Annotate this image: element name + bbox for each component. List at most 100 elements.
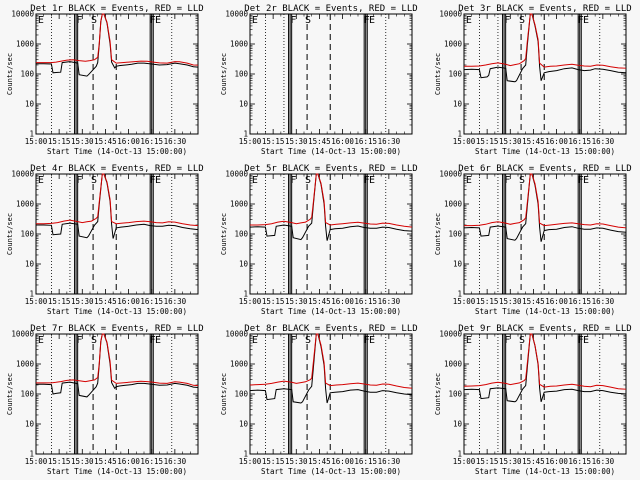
panel-det-6r: Det 6r BLACK = Events, RED = LLD Counts/s… bbox=[434, 164, 632, 316]
marker-label: S bbox=[519, 175, 525, 186]
y-tick-label: 10 bbox=[239, 420, 249, 429]
x-tick-label: 16:15 bbox=[568, 457, 591, 466]
y-tick-label: 1000 bbox=[444, 40, 463, 49]
marker-label: E bbox=[583, 335, 589, 346]
x-tick-label: 15:15 bbox=[476, 457, 499, 466]
events-series-line bbox=[36, 174, 198, 239]
x-tick-label: 16:00 bbox=[545, 457, 568, 466]
events-series-line bbox=[250, 334, 412, 403]
x-tick-label: 15:45 bbox=[522, 297, 545, 306]
y-tick-label: 10000 bbox=[225, 10, 248, 19]
chart-title: Det 2r BLACK = Events, RED = LLD bbox=[244, 4, 417, 14]
events-series-line bbox=[464, 174, 626, 242]
y-tick-label: 10000 bbox=[439, 330, 462, 339]
y-axis-label: Counts/sec bbox=[434, 213, 442, 255]
x-tick-label: 16:00 bbox=[117, 297, 140, 306]
x-tick-label: 15:45 bbox=[522, 137, 545, 146]
marker-label: E bbox=[155, 15, 161, 26]
y-tick-label: 10000 bbox=[11, 10, 34, 19]
y-tick-label: 10000 bbox=[225, 330, 248, 339]
marker-label: E bbox=[155, 335, 161, 346]
marker-label: E bbox=[252, 175, 258, 186]
x-tick-label: 16:30 bbox=[378, 297, 401, 306]
x-tick-label: 15:00 bbox=[453, 297, 476, 306]
plot-frame bbox=[463, 13, 627, 135]
x-tick-label: 16:00 bbox=[331, 457, 354, 466]
marker-label: E bbox=[369, 335, 375, 346]
x-tick-label: 16:00 bbox=[117, 137, 140, 146]
lld-series-line bbox=[464, 334, 626, 389]
x-tick-label: 15:00 bbox=[25, 457, 48, 466]
chart-title: Det 5r BLACK = Events, RED = LLD bbox=[244, 164, 417, 174]
x-tick-label: 15:45 bbox=[522, 457, 545, 466]
x-tick-label: 15:00 bbox=[239, 457, 262, 466]
y-tick-label: 10000 bbox=[225, 170, 248, 179]
x-tick-label: 15:00 bbox=[239, 297, 262, 306]
y-tick-label: 10000 bbox=[439, 10, 462, 19]
x-tick-label: 16:30 bbox=[378, 137, 401, 146]
y-tick-label: 1 bbox=[29, 450, 34, 459]
marker-label: S bbox=[519, 335, 525, 346]
y-tick-label: 1000 bbox=[230, 200, 249, 209]
y-tick-label: 10 bbox=[25, 260, 35, 269]
lld-series-line bbox=[250, 174, 412, 227]
x-tick-label: 15:30 bbox=[285, 457, 308, 466]
x-tick-label: 16:30 bbox=[592, 137, 615, 146]
marker-label: F bbox=[290, 335, 296, 346]
y-tick-label: 1 bbox=[457, 450, 462, 459]
x-axis-label: Start Time (14-Oct-13 15:00:00) bbox=[261, 467, 401, 476]
y-tick-label: 100 bbox=[448, 230, 462, 239]
marker-label: E bbox=[583, 175, 589, 186]
x-tick-label: 15:30 bbox=[499, 457, 522, 466]
x-tick-label: 16:00 bbox=[545, 137, 568, 146]
x-tick-label: 15:15 bbox=[476, 297, 499, 306]
x-axis-label: Start Time (14-Oct-13 15:00:00) bbox=[261, 147, 401, 156]
marker-label: E bbox=[252, 335, 258, 346]
marker-label: S bbox=[91, 335, 97, 346]
marker-label: F bbox=[290, 175, 296, 186]
x-tick-label: 15:45 bbox=[94, 457, 117, 466]
x-tick-label: 16:30 bbox=[378, 457, 401, 466]
x-axis-label: Start Time (14-Oct-13 15:00:00) bbox=[47, 467, 187, 476]
y-tick-label: 100 bbox=[20, 230, 34, 239]
marker-label: F bbox=[150, 335, 156, 346]
y-tick-label: 1 bbox=[243, 450, 248, 459]
x-tick-label: 15:00 bbox=[239, 137, 262, 146]
y-tick-label: 10000 bbox=[11, 330, 34, 339]
lld-series-line bbox=[250, 334, 412, 388]
lld-series-line bbox=[36, 174, 198, 226]
chart-title: Det 3r BLACK = Events, RED = LLD bbox=[458, 4, 631, 14]
y-tick-label: 1 bbox=[29, 130, 34, 139]
panel-det-5r: Det 5r BLACK = Events, RED = LLD Counts/s… bbox=[220, 164, 418, 316]
chart-title: Det 1r BLACK = Events, RED = LLD bbox=[30, 4, 203, 14]
marker-label: E bbox=[252, 15, 258, 26]
y-axis-label: Counts/sec bbox=[220, 53, 228, 95]
events-series-line bbox=[36, 334, 198, 397]
x-tick-label: 15:30 bbox=[71, 457, 94, 466]
x-tick-label: 16:30 bbox=[592, 297, 615, 306]
marker-label: F bbox=[504, 15, 510, 26]
x-tick-label: 15:45 bbox=[308, 137, 331, 146]
x-tick-label: 15:45 bbox=[308, 297, 331, 306]
marker-label: F bbox=[76, 15, 82, 26]
plot-frame bbox=[249, 173, 413, 295]
y-axis-label: Counts/sec bbox=[220, 213, 228, 255]
plot-frame bbox=[463, 333, 627, 455]
y-tick-label: 1000 bbox=[444, 360, 463, 369]
x-tick-label: 15:15 bbox=[476, 137, 499, 146]
panel-det-2r: Det 2r BLACK = Events, RED = LLD Counts/s… bbox=[220, 4, 418, 156]
plot-frame bbox=[249, 333, 413, 455]
marker-label: E bbox=[466, 335, 472, 346]
y-tick-label: 10000 bbox=[11, 170, 34, 179]
x-tick-label: 15:00 bbox=[25, 297, 48, 306]
x-tick-label: 16:15 bbox=[354, 457, 377, 466]
x-tick-label: 16:15 bbox=[140, 137, 163, 146]
y-tick-label: 1000 bbox=[230, 360, 249, 369]
lld-series-line bbox=[36, 14, 198, 65]
chart-title: Det 4r BLACK = Events, RED = LLD bbox=[30, 164, 203, 174]
events-series-line bbox=[36, 14, 198, 76]
marker-label: E bbox=[466, 175, 472, 186]
chart-title: Det 7r BLACK = Events, RED = LLD bbox=[30, 324, 203, 334]
plot-frame bbox=[249, 13, 413, 135]
chart-title: Det 8r BLACK = Events, RED = LLD bbox=[244, 324, 417, 334]
